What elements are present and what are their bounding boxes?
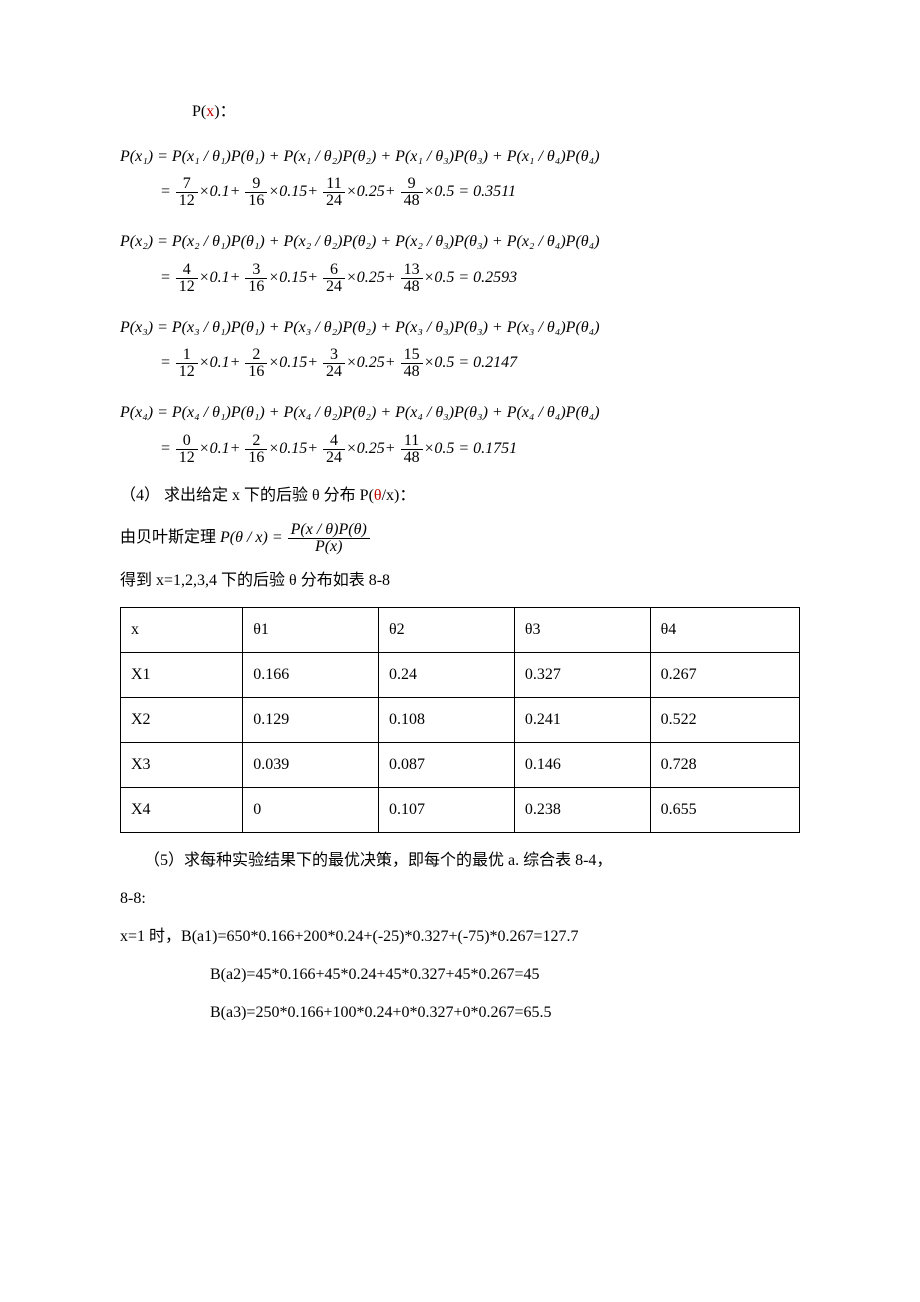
eq3-lhs: P(x₃) = P(x₃ / θ₁)P(θ₁) + P(x₃ / θ₂)P(θ₂…	[120, 319, 600, 336]
step4-theta: θ	[374, 487, 382, 504]
table-row: X3 0.039 0.087 0.146 0.728	[121, 742, 800, 787]
equation-px4: P(x₄) = P(x₄ / θ₁)P(θ₁) + P(x₄ / θ₂)P(θ₂…	[120, 398, 800, 465]
px-pre: P(	[192, 103, 206, 120]
step5-line-a: （5）求每种实验结果下的最优决策，即每个的最优 a. 综合表 8-4，	[144, 849, 800, 873]
equation-px1: P(x₁) = P(x₁ / θ₁)P(θ₁) + P(x₁ / θ₂)P(θ₂…	[120, 142, 800, 209]
eq2-lhs: P(x₂) = P(x₂ / θ₁)P(θ₁) + P(x₂ / θ₂)P(θ₂…	[120, 233, 600, 250]
equation-px2: P(x₂) = P(x₂ / θ₁)P(θ₁) + P(x₂ / θ₂)P(θ₂…	[120, 227, 800, 294]
table-intro: 得到 x=1,2,3,4 下的后验 θ 分布如表 8-8	[120, 569, 800, 593]
step4-post: /x)：	[382, 487, 416, 504]
px-heading: P(x)：	[192, 100, 800, 124]
bayes-line: 由贝叶斯定理 P(θ / x) = P(x / θ)P(θ)P(x)	[120, 522, 800, 555]
th-t4: θ4	[650, 607, 799, 652]
eq1-lhs: P(x₁) = P(x₁ / θ₁)P(θ₁) + P(x₁ / θ₂)P(θ₂…	[120, 148, 600, 165]
x1-ba3: B(a3)=250*0.166+100*0.24+0*0.327+0*0.267…	[210, 1001, 800, 1025]
table-row: X2 0.129 0.108 0.241 0.522	[121, 697, 800, 742]
table-row: X4 0 0.107 0.238 0.655	[121, 787, 800, 832]
th-t2: θ2	[379, 607, 515, 652]
th-t3: θ3	[514, 607, 650, 652]
x1-ba2: B(a2)=45*0.166+45*0.24+45*0.327+45*0.267…	[210, 963, 800, 987]
step4-heading: （4） 求出给定 x 下的后验 θ 分布 P(θ/x)：	[120, 484, 800, 508]
eq4-lhs: P(x₄) = P(x₄ / θ₁)P(θ₁) + P(x₄ / θ₂)P(θ₂…	[120, 404, 600, 421]
px-post: )：	[214, 103, 235, 120]
table-row: X1 0.166 0.24 0.327 0.267	[121, 652, 800, 697]
bayes-lhs: P(θ / x) =	[220, 529, 287, 546]
step4-pre: （4） 求出给定 x 下的后验 θ 分布 P(	[120, 487, 374, 504]
x1-ba1: x=1 时，B(a1)=650*0.166+200*0.24+(-25)*0.3…	[120, 925, 800, 949]
bayes-pre: 由贝叶斯定理	[120, 529, 216, 546]
x1-calc: x=1 时，B(a1)=650*0.166+200*0.24+(-25)*0.3…	[120, 925, 800, 1025]
th-t1: θ1	[243, 607, 379, 652]
th-x: x	[121, 607, 243, 652]
posterior-table: x θ1 θ2 θ3 θ4 X1 0.166 0.24 0.327 0.267 …	[120, 607, 800, 833]
step5-line-b: 8-8:	[120, 887, 800, 911]
table-header-row: x θ1 θ2 θ3 θ4	[121, 607, 800, 652]
equation-px3: P(x₃) = P(x₃ / θ₁)P(θ₁) + P(x₃ / θ₂)P(θ₂…	[120, 313, 800, 380]
